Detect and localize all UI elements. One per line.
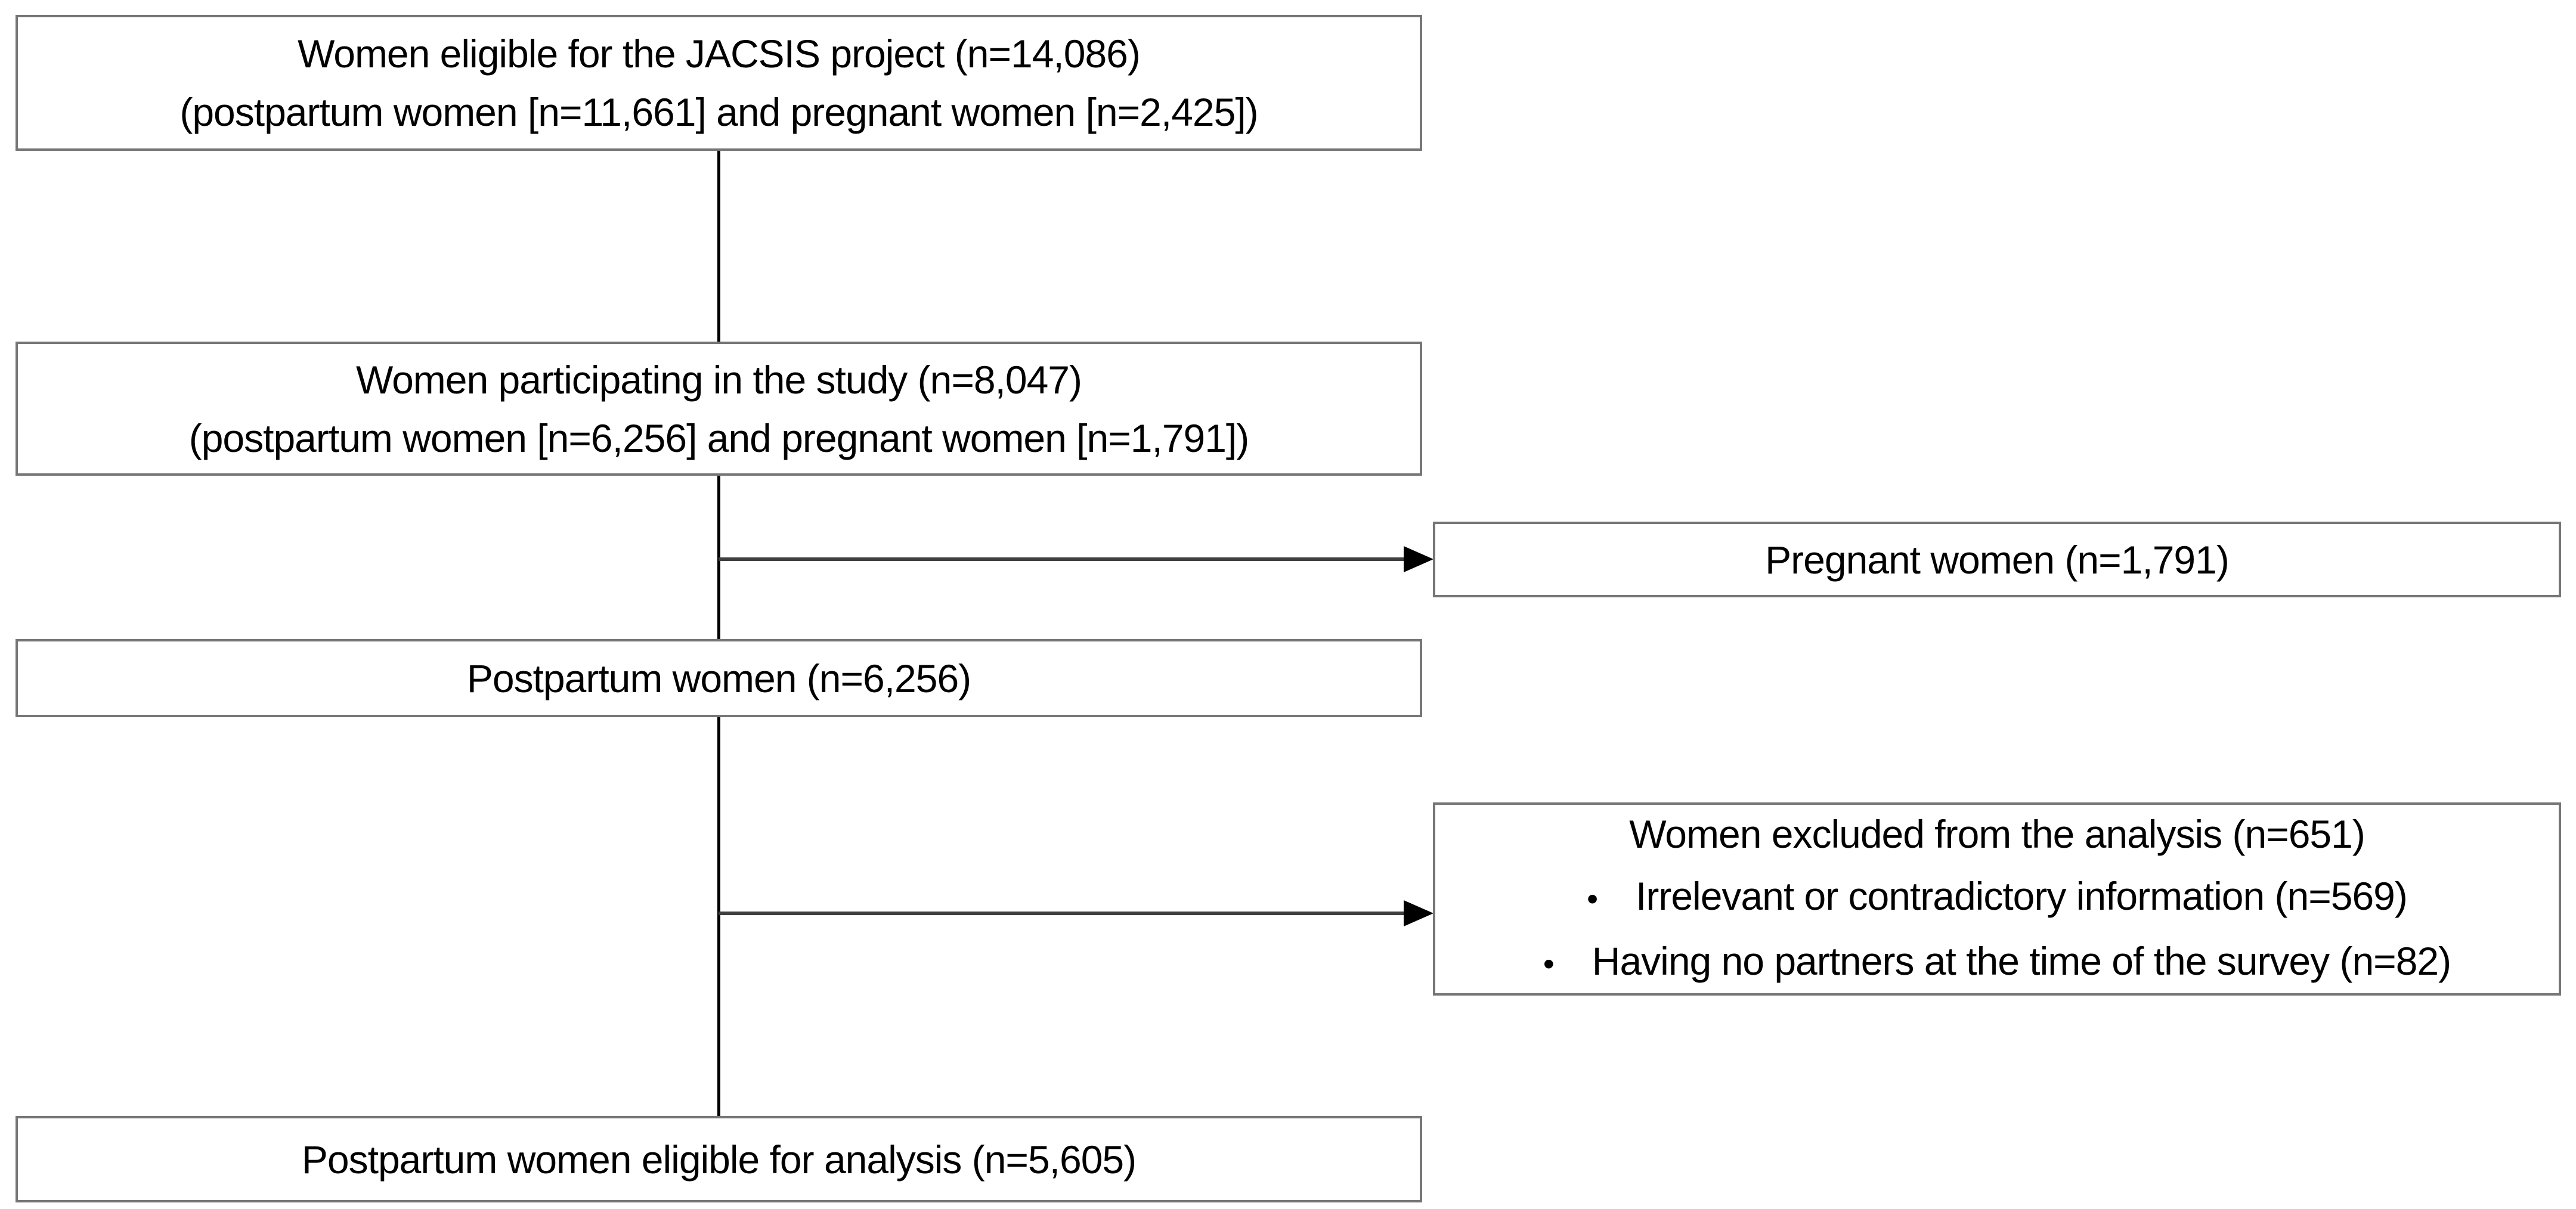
connector-eligible-to-participating	[717, 151, 720, 342]
excluded-bullet-2: Having no partners at the time of the su…	[1592, 939, 2451, 983]
connector-postpartum-to-final	[717, 717, 720, 1116]
arrow-line-to-pregnant	[719, 557, 1405, 561]
box-pregnant-label: Pregnant women (n=1,791)	[1765, 537, 2230, 582]
box-excluded-women: Women excluded from the analysis (n=651)…	[1433, 802, 2561, 996]
box-eligible-line-1: Women eligible for the JACSIS project (n…	[298, 32, 1141, 76]
box-participating-study: Women participating in the study (n=8,04…	[16, 342, 1422, 476]
arrow-line-to-excluded	[719, 912, 1405, 915]
box-pregnant-women: Pregnant women (n=1,791)	[1433, 522, 2561, 597]
arrowhead-icon	[1404, 900, 1433, 926]
box-eligible-jacsis: Women eligible for the JACSIS project (n…	[16, 15, 1422, 151]
arrowhead-icon	[1404, 546, 1433, 572]
box-eligible-line-2: (postpartum women [n=11,661] and pregnan…	[179, 90, 1258, 134]
bullet-icon: •	[1543, 946, 1555, 982]
box-postpartum-women: Postpartum women (n=6,256)	[16, 639, 1422, 717]
box-participating-line-1: Women participating in the study (n=8,04…	[356, 357, 1082, 402]
box-participating-line-2: (postpartum women [n=6,256] and pregnant…	[188, 416, 1249, 460]
box-excluded-heading: Women excluded from the analysis (n=651)	[1629, 812, 2366, 856]
excluded-bullet-row: • Having no partners at the time of the …	[1543, 930, 2451, 995]
box-eligible-for-analysis: Postpartum women eligible for analysis (…	[16, 1116, 1422, 1202]
excluded-bullet-1: Irrelevant or contradictory information …	[1636, 874, 2408, 918]
excluded-bullet-row: • Irrelevant or contradictory informatio…	[1587, 865, 2408, 930]
bullet-icon: •	[1587, 881, 1598, 917]
box-postpartum-label: Postpartum women (n=6,256)	[466, 656, 971, 700]
box-final-label: Postpartum women eligible for analysis (…	[301, 1137, 1137, 1182]
